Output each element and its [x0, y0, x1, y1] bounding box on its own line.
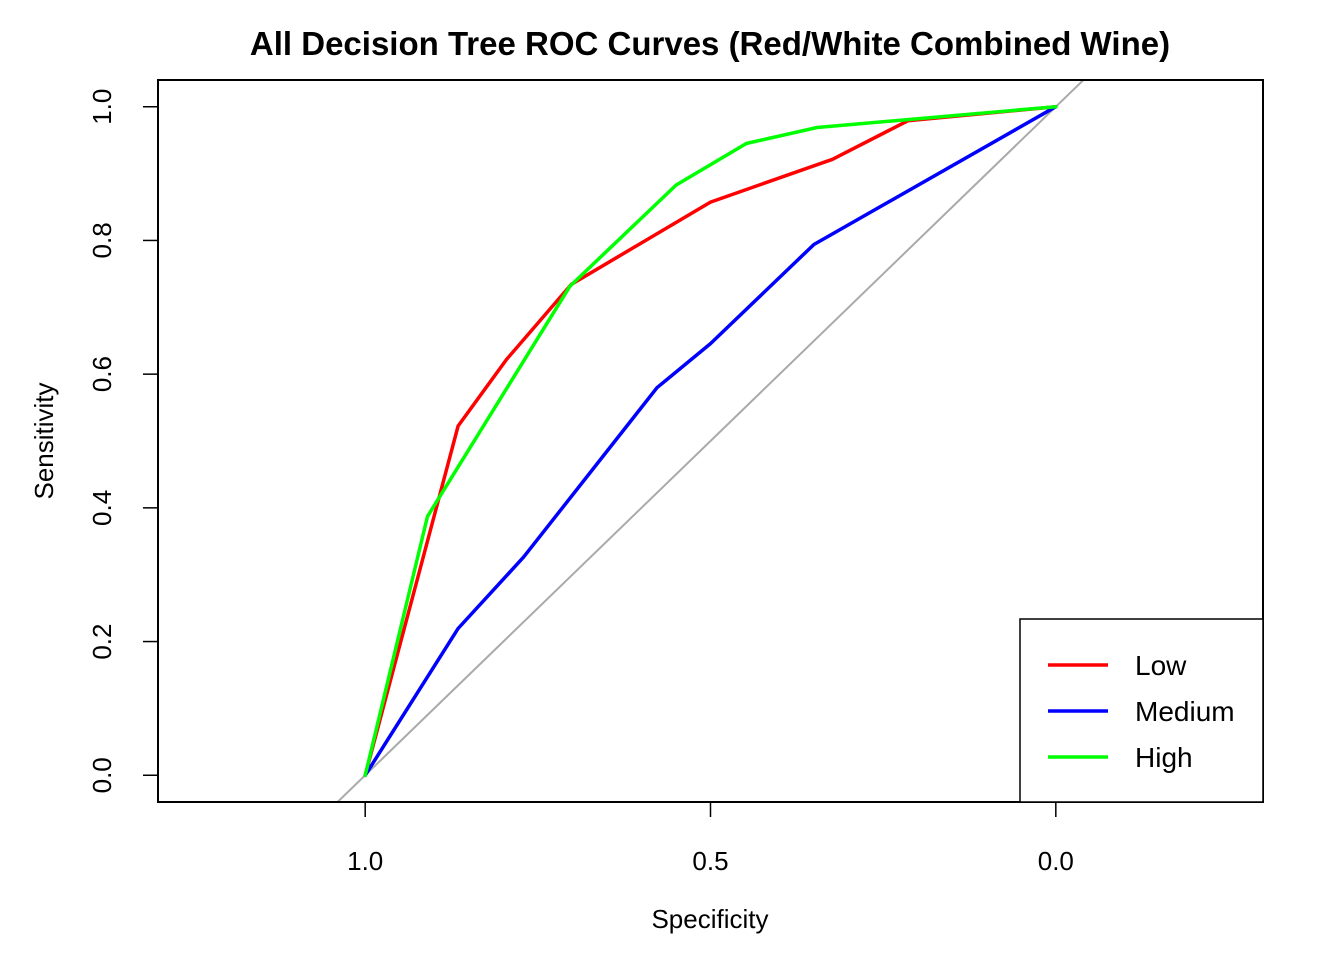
- y-tick-label: 0.8: [87, 222, 117, 258]
- y-tick-label: 0.4: [87, 490, 117, 526]
- reference-diagonal: [336, 80, 1085, 802]
- y-tick-label: 0.6: [87, 356, 117, 392]
- y-axis-label: Sensitivity: [29, 382, 59, 499]
- reference-diagonal-layer: [336, 80, 1085, 802]
- legend: Low Medium High: [1019, 618, 1264, 803]
- series-line-low: [363, 104, 1058, 778]
- x-axis-label: Specificity: [651, 904, 768, 934]
- y-tick-label: 0.2: [87, 624, 117, 660]
- x-tick-label: 0.5: [692, 846, 728, 876]
- x-tick-label: 0.0: [1038, 846, 1074, 876]
- y-axis: 0.0 0.2 0.4 0.6 0.8 1.0: [87, 89, 159, 793]
- legend-label-high: High: [1135, 742, 1193, 773]
- series-line-high: [363, 104, 1058, 778]
- chart-title: All Decision Tree ROC Curves (Red/White …: [250, 25, 1170, 62]
- series-layer: [363, 104, 1058, 778]
- x-axis: 1.0 0.5 0.0: [347, 801, 1074, 876]
- series-line-medium: [363, 104, 1058, 778]
- y-tick-label: 0.0: [87, 757, 117, 793]
- legend-label-low: Low: [1135, 650, 1187, 681]
- x-tick-label: 1.0: [347, 846, 383, 876]
- legend-label-medium: Medium: [1135, 696, 1235, 727]
- y-tick-label: 1.0: [87, 89, 117, 125]
